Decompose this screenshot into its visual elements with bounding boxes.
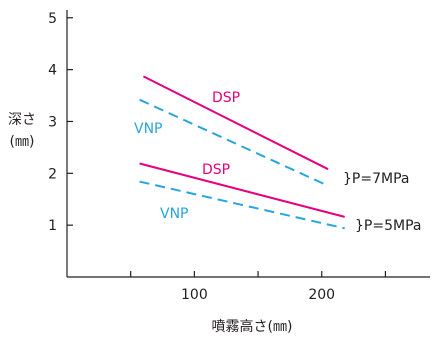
- series-label-vnp-7mpa: VNP: [134, 121, 163, 137]
- y-tick-label-5: 5: [48, 11, 57, 27]
- y-axis-title-line1: 深さ: [8, 112, 36, 128]
- y-tick-label-2: 2: [48, 166, 57, 182]
- series-label-dsp-7mpa: DSP: [212, 90, 240, 106]
- series: [139, 75, 345, 230]
- series-label-vnp-5mpa: VNP: [160, 206, 189, 222]
- series-line-vnp-p5mpa: [139, 180, 345, 230]
- ticks: 1 2 3 4 5 100 200: [48, 11, 387, 303]
- y-tick-label-4: 4: [48, 63, 57, 79]
- series-line-dsp-p5mpa: [139, 162, 345, 218]
- series-line-dsp-p7mpa: [142, 75, 329, 171]
- group-label-7mpa: }P=7MPa: [343, 171, 409, 187]
- series-label-dsp-5mpa: DSP: [202, 162, 230, 178]
- x-tick-label-100: 100: [181, 287, 208, 303]
- x-tick-label-200: 200: [308, 287, 335, 303]
- y-tick-label-3: 3: [48, 114, 57, 130]
- y-tick-label-1: 1: [48, 218, 57, 234]
- group-label-5mpa: }P=5MPa: [355, 218, 421, 234]
- x-axis-title: 噴霧高さ(㎜): [212, 318, 293, 335]
- axes: [66, 10, 430, 278]
- y-axis-title-line2: (㎜): [10, 134, 35, 150]
- series-line-vnp-p7mpa: [139, 98, 329, 187]
